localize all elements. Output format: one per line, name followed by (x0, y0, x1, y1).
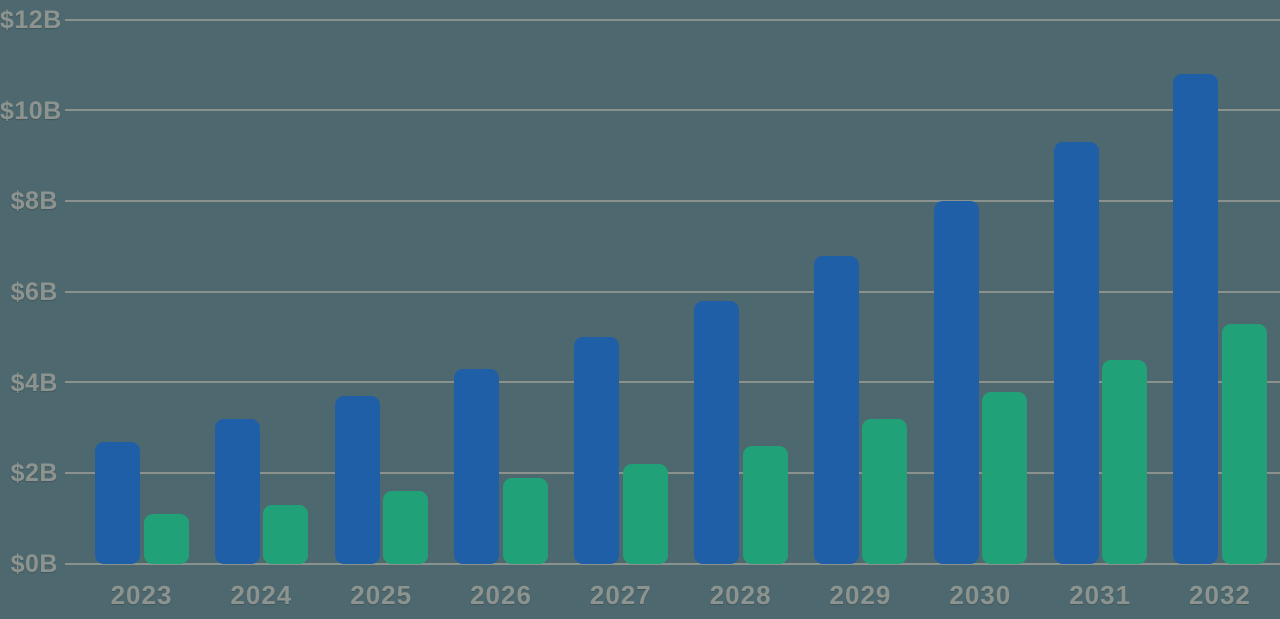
y-axis-tick-label: $2B (10, 459, 58, 488)
bar-series_green-2030 (982, 391, 1028, 564)
bar-series_blue-2027 (574, 337, 620, 564)
y-axis-tick-label: $4B (10, 368, 58, 397)
x-axis-label: 2029 (829, 580, 892, 610)
gridline-$12B (65, 18, 1280, 21)
gridline-$10B (65, 109, 1280, 112)
bar-series_blue-2026 (454, 369, 500, 564)
x-axis-label: 2026 (470, 580, 532, 610)
bar-series_green-2032 (1221, 323, 1267, 564)
bar-series_blue-2028 (694, 301, 740, 564)
x-axis-label: 2023 (110, 580, 173, 610)
x-axis-label: 2025 (350, 580, 413, 610)
bar-series_blue-2023 (95, 441, 140, 564)
x-axis-label: 2031 (1069, 580, 1132, 610)
gridline-$4B (65, 381, 1280, 384)
bar-series_blue-2031 (1053, 142, 1099, 564)
x-axis-label: 2027 (589, 580, 652, 610)
bar-series_green-2026 (502, 477, 548, 564)
bar-series_blue-2025 (334, 396, 380, 564)
bar-series_green-2031 (1102, 360, 1148, 564)
bar-series_green-2028 (742, 446, 788, 564)
bar-series_green-2024 (263, 505, 309, 564)
bar-series_blue-2030 (933, 201, 979, 564)
bar-series_blue-2032 (1173, 74, 1219, 564)
x-axis-label: 2024 (230, 580, 293, 610)
bar-series_green-2029 (862, 418, 908, 564)
bar-series_green-2025 (383, 491, 429, 564)
bar-series_green-2027 (622, 464, 668, 564)
bar-series_blue-2024 (214, 418, 260, 564)
x-axis-label: 2028 (709, 580, 772, 610)
x-axis-label: 2030 (949, 580, 1012, 610)
gridline-$0B (65, 562, 1280, 565)
bar-series_green-2023 (143, 514, 189, 564)
y-axis-tick-label: $12B (0, 6, 62, 34)
y-axis-tick-label: $0B (10, 550, 58, 578)
gridline-$8B (65, 199, 1280, 202)
gridline-$6B (65, 290, 1280, 293)
gridline-$2B (65, 471, 1280, 474)
y-axis-tick-label: $10B (0, 96, 62, 125)
x-axis-label: 2032 (1189, 580, 1251, 610)
y-axis-tick-label: $6B (10, 278, 58, 306)
bar-series_blue-2029 (813, 255, 859, 564)
y-axis-tick-label: $8B (10, 187, 58, 216)
